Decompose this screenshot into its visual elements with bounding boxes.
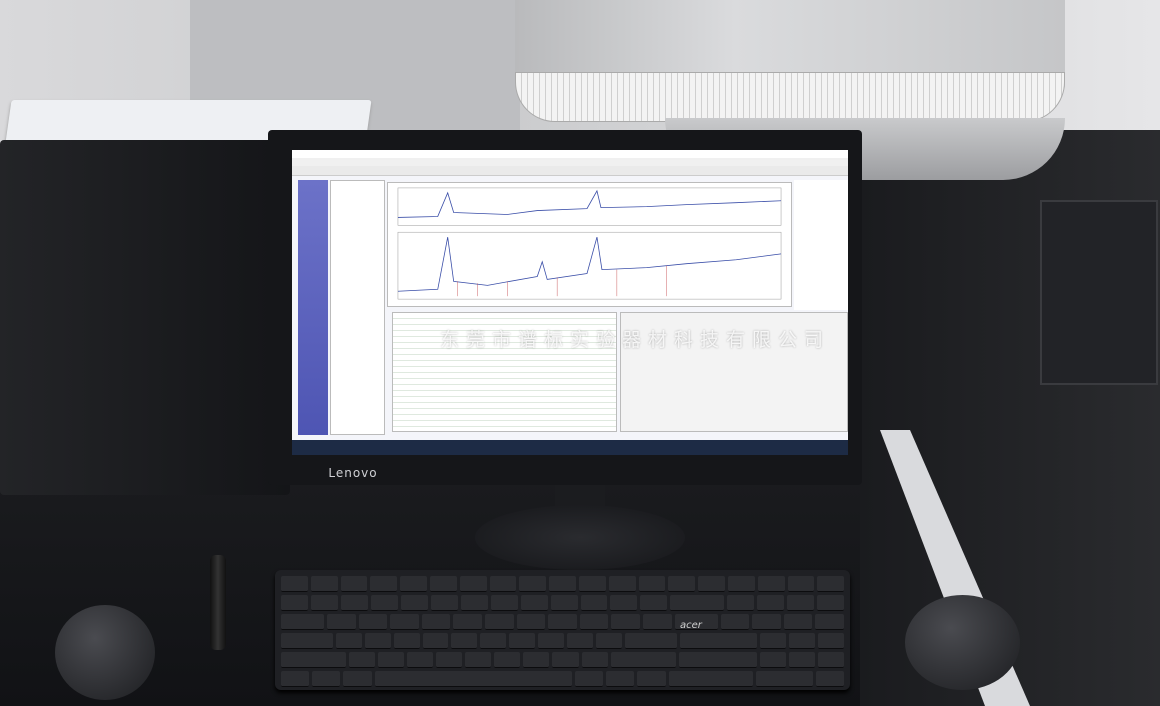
file-list-panel[interactable]	[330, 180, 385, 435]
pen	[210, 555, 226, 650]
chromatogram-panel	[387, 182, 792, 307]
chromatogram-trace-bottom	[397, 237, 782, 292]
peak-markers	[457, 265, 667, 297]
chromatogram-trace-top	[397, 189, 782, 218]
mouse-right[interactable]	[905, 595, 1020, 690]
chart-frame-bottom	[397, 231, 782, 300]
keyboard-brand-logo: acer	[680, 620, 702, 631]
monitor-screen[interactable]	[292, 150, 848, 455]
navigation-sidebar[interactable]	[298, 180, 328, 435]
chart-frame-top	[397, 187, 782, 226]
monitor: Lenovo	[268, 130, 862, 485]
vent-panel	[1040, 200, 1158, 385]
windows-taskbar[interactable]	[292, 440, 848, 455]
peak-table[interactable]	[392, 312, 617, 432]
watermark: 东莞市谱标实验器材科技有限公司	[440, 329, 831, 351]
chromatogram-plot	[397, 187, 782, 300]
mouse-left[interactable]	[55, 605, 155, 700]
method-parameters-form[interactable]	[620, 312, 848, 432]
monitor-stand-base	[475, 505, 685, 570]
info-panel	[794, 180, 848, 310]
menu-bar[interactable]	[292, 158, 848, 166]
toolbar[interactable]	[292, 166, 848, 176]
sample-tray-ring	[515, 72, 1065, 122]
keyboard[interactable]: acer	[275, 570, 850, 690]
window-titlebar	[292, 150, 848, 158]
pc-tower	[0, 140, 290, 495]
monitor-brand-logo: Lenovo	[328, 466, 378, 480]
